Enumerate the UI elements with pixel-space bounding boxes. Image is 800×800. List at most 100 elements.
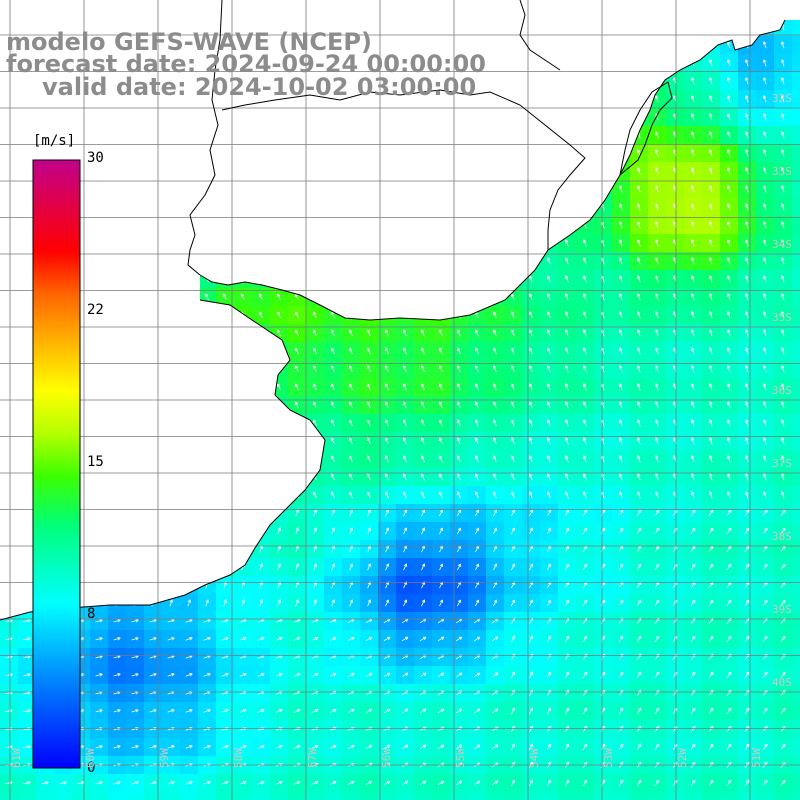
wind-arrow [169, 509, 173, 517]
wind-arrow [150, 185, 156, 193]
wind-arrow [24, 203, 30, 211]
wind-speed-cell [558, 20, 576, 36]
wind-arrow [564, 59, 569, 67]
wind-arrow [492, 23, 497, 31]
wind-arrow [96, 491, 102, 499]
wind-arrow [312, 257, 317, 265]
wind-speed-cell [252, 378, 270, 396]
wind-speed-cell [792, 666, 800, 684]
wind-speed-cell [306, 108, 324, 126]
wind-arrow [763, 275, 767, 283]
wind-speed-cell [144, 144, 162, 162]
wind-speed-cell [54, 0, 72, 18]
wind-speed-cell [252, 468, 270, 486]
wind-speed-cell [540, 36, 558, 54]
wind-speed-cell [0, 342, 18, 360]
wind-arrow [456, 113, 461, 121]
wind-arrow [24, 347, 30, 355]
wind-arrow [114, 329, 120, 337]
wind-arrow [420, 257, 425, 265]
wind-arrow [655, 221, 659, 229]
wind-arrow [546, 311, 551, 319]
wind-speed-cell [144, 234, 162, 252]
wind-speed-cell [90, 432, 108, 450]
wind-speed-cell [270, 108, 288, 126]
wind-arrow [240, 401, 246, 409]
wind-speed-cell [90, 486, 108, 504]
wind-arrow [456, 167, 461, 175]
wind-speed-cell [306, 144, 324, 162]
wind-arrow [781, 185, 785, 193]
wind-speed-cell [216, 162, 234, 180]
wind-arrow [745, 149, 749, 157]
wind-arrow [438, 185, 443, 193]
wind-speed-cell [306, 234, 324, 252]
wind-arrow [222, 473, 228, 481]
wind-speed-cell [288, 252, 306, 270]
wind-speed-cell [594, 180, 612, 198]
wind-arrow [258, 419, 263, 427]
wind-arrow [348, 203, 353, 211]
wind-arrow [168, 185, 174, 193]
wind-arrow [258, 167, 263, 175]
wind-speed-cell [504, 252, 522, 270]
wind-speed-cell [522, 126, 540, 144]
wind-arrow [186, 455, 192, 463]
wind-arrow [691, 383, 695, 391]
wind-speed-cell [198, 450, 216, 468]
wind-arrow [96, 329, 102, 337]
wind-arrow [384, 311, 389, 319]
wind-arrow [492, 293, 497, 301]
wind-arrow [618, 329, 623, 337]
wind-speed-cell [144, 360, 162, 378]
wind-speed-cell [216, 216, 234, 234]
wind-arrow [384, 167, 389, 175]
wind-speed-cell [288, 162, 306, 180]
wind-speed-cell [792, 576, 800, 594]
wind-arrow [169, 545, 173, 553]
wind-arrow [294, 221, 299, 229]
wind-arrow [366, 365, 371, 373]
wind-arrow [276, 383, 281, 391]
wind-speed-cell [270, 252, 288, 270]
wind-speed-cell [396, 792, 414, 800]
wind-arrow [312, 401, 317, 409]
wind-arrow [582, 257, 587, 265]
wind-arrow [276, 401, 281, 409]
wind-arrow [186, 221, 192, 229]
colorbar [32, 159, 81, 769]
wind-arrow [24, 113, 30, 121]
wind-speed-cell [702, 0, 720, 18]
wind-arrow [402, 167, 407, 175]
wind-arrow [240, 293, 246, 301]
wind-arrow [276, 437, 281, 445]
wind-speed-cell [144, 792, 162, 800]
wind-speed-cell [414, 108, 432, 126]
wind-speed-cell [612, 108, 630, 126]
wind-arrow [25, 599, 29, 607]
wind-arrow [546, 23, 551, 31]
wind-arrow [366, 113, 371, 121]
wind-arrow [691, 293, 695, 301]
wind-speed-cell [792, 720, 800, 738]
wind-arrow [745, 77, 749, 85]
wind-arrow [330, 221, 335, 229]
wind-speed-cell [144, 450, 162, 468]
wind-speed-cell [792, 540, 800, 558]
wind-arrow [438, 311, 443, 319]
wind-speed-cell [162, 0, 180, 18]
wind-speed-cell [396, 252, 414, 270]
wind-speed-cell [126, 792, 144, 800]
wind-arrow [402, 23, 407, 31]
wind-arrow [96, 203, 102, 211]
wind-arrow [474, 221, 479, 229]
colorbar-unit: [m/s] [33, 133, 76, 149]
wind-arrow [420, 23, 425, 31]
wind-arrow [456, 149, 461, 157]
wind-speed-cell [180, 396, 198, 414]
wind-speed-cell [378, 108, 396, 126]
wind-speed-cell [468, 234, 486, 252]
wind-arrow [384, 329, 389, 337]
wind-arrow [24, 239, 30, 247]
wind-arrow [564, 293, 569, 301]
